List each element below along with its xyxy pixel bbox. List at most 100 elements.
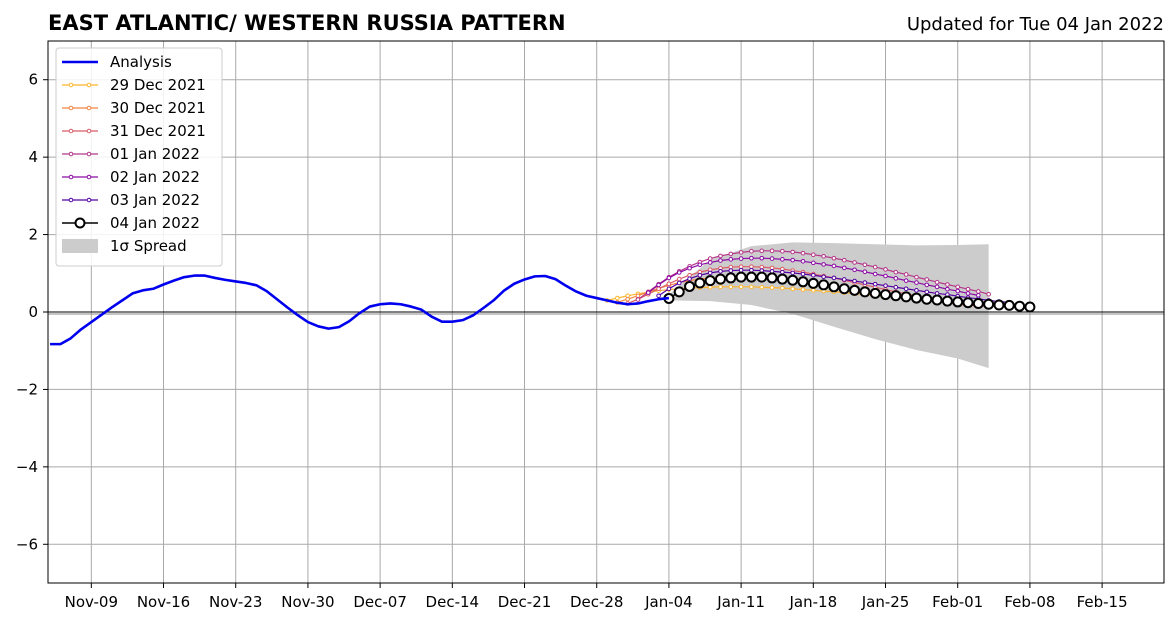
forecast-point [635, 297, 641, 302]
forecast-point [790, 270, 795, 276]
y-tick-label: 4 [28, 148, 38, 166]
legend-label: 02 Jan 2022 [110, 168, 200, 186]
legend-swatch-marker [86, 151, 92, 157]
legend-swatch-marker [68, 197, 74, 203]
forecast-point [666, 281, 672, 287]
forecast-point [718, 269, 723, 274]
x-tick-label: Feb-08 [1004, 593, 1055, 611]
legend-swatch-marker [68, 82, 74, 88]
x-tick-label: Nov-09 [65, 593, 118, 611]
x-tick-label: Jan-04 [644, 593, 693, 611]
forecast-point [1014, 300, 1026, 312]
x-tick-label: Nov-16 [137, 593, 190, 611]
legend-swatch-marker [86, 82, 92, 88]
data-layer [50, 248, 1036, 346]
forecast-point [914, 280, 919, 285]
x-tick-label: Nov-23 [209, 593, 262, 611]
forecast-point [862, 269, 868, 275]
forecast-point [714, 273, 726, 285]
forecast-point [841, 257, 847, 263]
forecast-point [880, 289, 892, 301]
legend-swatch-marker [86, 197, 92, 203]
forecast-point [738, 284, 744, 290]
forecast-point [965, 291, 971, 296]
forecast-point [893, 284, 899, 290]
forecast-point [924, 289, 930, 295]
forecast-point [735, 271, 747, 283]
forecast-point [656, 282, 661, 288]
forecast-point [900, 291, 912, 303]
forecast-point [872, 271, 878, 277]
forecast-point [924, 277, 930, 282]
y-tick-label: 2 [28, 226, 38, 244]
forecast-point [818, 279, 830, 291]
legend-label: 04 Jan 2022 [110, 214, 200, 232]
forecast-point [676, 270, 682, 275]
forecast-point [645, 290, 651, 295]
forecast-point [707, 256, 713, 261]
forecast-point [903, 286, 909, 292]
forecast-point [931, 294, 943, 306]
forecast-point [697, 272, 703, 278]
forecast-point [1003, 299, 1015, 311]
forecast-point [769, 256, 775, 261]
forecast-point [749, 267, 754, 273]
forecast-point [728, 284, 734, 290]
forecast-point [790, 286, 795, 292]
forecast-point [831, 255, 837, 261]
x-tick-label: Jan-18 [789, 593, 838, 611]
analysis-line [50, 274, 670, 346]
forecast-point [807, 277, 819, 289]
x-tick-label: Dec-14 [426, 593, 480, 611]
x-tick-label: Jan-25 [861, 593, 910, 611]
legend-label: 03 Jan 2022 [110, 191, 200, 209]
x-tick-label: Feb-15 [1077, 593, 1128, 611]
forecast-point [945, 282, 950, 287]
forecast-point [862, 262, 868, 268]
forecast-point [707, 260, 713, 265]
forecast-point [676, 276, 682, 282]
x-tick-label: Feb-01 [932, 593, 983, 611]
forecast-point [666, 275, 672, 281]
forecast-point [821, 274, 826, 280]
forecast-point [924, 282, 930, 288]
forecast-point [893, 269, 899, 275]
forecast-point [694, 277, 706, 289]
forecast-point [976, 289, 981, 294]
forecast-point [811, 260, 816, 266]
forecast-point [780, 269, 785, 275]
y-tick-label: −6 [16, 535, 38, 553]
forecast-point [800, 271, 806, 277]
forecast-point [903, 278, 909, 283]
forecast-point [800, 287, 806, 292]
forecast-point [955, 284, 961, 290]
legend-swatch-marker [68, 128, 74, 134]
legend-swatch-patch [62, 239, 98, 253]
forecast-point [800, 250, 806, 256]
forecast-point [811, 252, 816, 258]
forecast-point [728, 257, 734, 262]
legend-swatch-marker [68, 174, 74, 180]
forecast-point [841, 277, 847, 282]
x-tick-label: Dec-28 [570, 593, 624, 611]
forecast-point [952, 296, 964, 308]
y-tick-label: 6 [28, 71, 38, 89]
forecast-point [738, 256, 744, 261]
forecast-point [749, 255, 754, 261]
legend-label: Analysis [110, 53, 172, 71]
forecast-point [934, 279, 940, 285]
forecast-point [831, 275, 837, 281]
forecast-point [849, 284, 861, 296]
forecast-point [852, 260, 857, 265]
forecast-point [993, 299, 1005, 311]
forecast-point [673, 286, 685, 298]
legend-label: 01 Jan 2022 [110, 145, 200, 163]
forecast-point [955, 288, 961, 294]
forecast-point [797, 276, 809, 288]
forecast-point [780, 285, 785, 291]
legend-swatch-marker [68, 105, 74, 111]
legend-label: 31 Dec 2021 [110, 122, 206, 140]
forecast-point [780, 248, 785, 254]
forecast-point [704, 275, 716, 287]
